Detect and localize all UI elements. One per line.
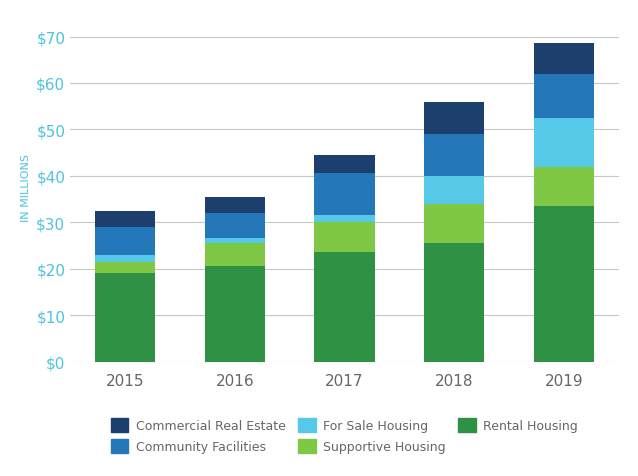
Bar [424, 244, 484, 362]
Bar [205, 197, 265, 214]
Bar [95, 262, 156, 274]
Bar [95, 211, 156, 228]
Bar [205, 267, 265, 362]
Y-axis label: IN MILLIONS: IN MILLIONS [20, 154, 31, 222]
Bar [533, 207, 594, 362]
Bar [95, 255, 156, 262]
Bar [315, 216, 375, 223]
Bar [205, 244, 265, 267]
Bar [315, 253, 375, 362]
Bar [424, 102, 484, 135]
Bar [533, 119, 594, 167]
Bar [424, 177, 484, 204]
Bar [205, 214, 265, 239]
Bar [533, 44, 594, 75]
Bar [533, 75, 594, 119]
Bar [424, 204, 484, 244]
Legend: Commercial Real Estate, Community Facilities, For Sale Housing, Supportive Housi: Commercial Real Estate, Community Facili… [106, 413, 583, 458]
Bar [205, 239, 265, 244]
Bar [533, 167, 594, 207]
Bar [424, 135, 484, 177]
Bar [95, 228, 156, 255]
Bar [315, 156, 375, 174]
Bar [95, 274, 156, 362]
Bar [315, 223, 375, 253]
Bar [315, 174, 375, 216]
